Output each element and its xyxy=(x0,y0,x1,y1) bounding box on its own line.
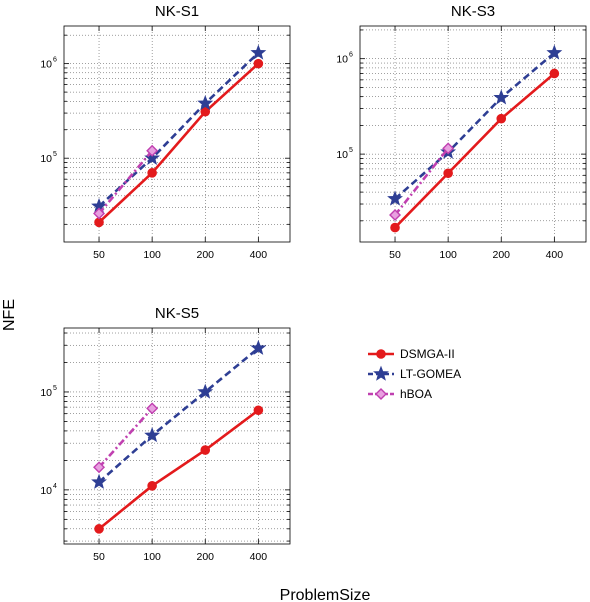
y-tick-label: 10 xyxy=(40,153,52,165)
y-tick-exponent: 6 xyxy=(53,57,57,64)
subplot-title: NK-S5 xyxy=(155,305,199,322)
data-point xyxy=(250,339,267,355)
grid-lines xyxy=(360,26,586,242)
x-tick-label: 100 xyxy=(143,249,161,261)
data-point xyxy=(387,190,403,206)
x-tick-label: 200 xyxy=(492,249,510,261)
x-tick-label: 400 xyxy=(546,249,564,261)
data-point xyxy=(549,68,560,79)
x-tick-label: 400 xyxy=(250,551,268,563)
series-dsmga-ii xyxy=(94,58,264,228)
legend-entry-hboa: hBOA xyxy=(368,387,432,401)
x-axis-label: ProblemSize xyxy=(280,587,371,602)
x-tick-label: 50 xyxy=(93,551,105,563)
legend-label: LT-GOMEA xyxy=(400,367,461,381)
legend-marker xyxy=(375,388,387,400)
series-line xyxy=(394,51,556,200)
series-lt-gomea xyxy=(91,339,267,489)
data-point xyxy=(147,168,157,178)
data-point xyxy=(146,144,159,157)
legend-marker xyxy=(376,349,386,359)
y-tick-label: 10 xyxy=(40,59,52,71)
y-tick-exponent: 6 xyxy=(349,52,353,59)
x-tick-label: 200 xyxy=(196,249,214,261)
subplot-title: NK-S3 xyxy=(451,3,495,20)
data-point xyxy=(493,89,510,105)
series-dsmga-ii xyxy=(390,68,560,233)
legend-marker xyxy=(373,365,389,381)
data-point xyxy=(253,58,264,69)
data-point xyxy=(197,383,214,399)
data-point xyxy=(389,209,402,222)
data-point xyxy=(146,402,159,415)
legend-label: DSMGA-II xyxy=(400,347,455,361)
data-point xyxy=(200,445,211,455)
series-hboa xyxy=(93,144,159,220)
plot-frame xyxy=(63,327,291,545)
y-tick-exponent: 5 xyxy=(53,151,57,158)
data-point xyxy=(197,95,214,111)
data-point xyxy=(390,222,400,233)
series-dsmga-ii xyxy=(94,405,264,534)
series-line xyxy=(98,407,154,469)
legend-entry-lt-gomea: LT-GOMEA xyxy=(368,365,461,381)
x-tick-label: 400 xyxy=(250,249,268,261)
data-point xyxy=(443,168,453,179)
series-lt-gomea xyxy=(387,44,563,206)
series-hboa xyxy=(389,142,455,222)
series-hboa xyxy=(93,402,159,474)
data-point xyxy=(496,113,507,124)
data-point xyxy=(144,427,161,443)
data-point xyxy=(93,207,106,220)
series-line xyxy=(98,62,260,224)
x-tick-label: 200 xyxy=(196,551,214,563)
series-line xyxy=(394,147,450,216)
series-line xyxy=(98,409,260,530)
data-point xyxy=(94,524,104,534)
y-axis-label: NFE xyxy=(1,299,18,331)
data-point xyxy=(442,142,455,155)
series-line xyxy=(98,347,260,484)
subplot-title: NK-S1 xyxy=(155,3,199,20)
y-tick-label: 10 xyxy=(336,149,348,161)
data-point xyxy=(144,149,161,165)
data-point xyxy=(250,44,267,60)
plot-frame xyxy=(359,25,587,243)
y-tick-exponent: 5 xyxy=(349,147,353,154)
y-tick-label: 10 xyxy=(336,54,348,66)
data-point xyxy=(546,44,563,60)
legend: DSMGA-II LT-GOMEA hBOA xyxy=(368,347,461,401)
y-tick-exponent: 4 xyxy=(53,483,57,490)
y-tick-label: 10 xyxy=(40,387,52,399)
data-point xyxy=(200,106,211,117)
y-tick-exponent: 5 xyxy=(53,385,57,392)
grid-lines xyxy=(64,328,290,544)
series-lt-gomea xyxy=(91,44,267,214)
data-point xyxy=(91,473,107,489)
series-line xyxy=(98,51,260,208)
x-tick-label: 100 xyxy=(143,551,161,563)
series-line xyxy=(394,72,556,229)
x-tick-label: 50 xyxy=(389,249,401,261)
data-point xyxy=(93,461,106,474)
series-line xyxy=(98,149,154,215)
data-point xyxy=(253,405,264,416)
x-tick-label: 50 xyxy=(93,249,105,261)
x-tick-label: 100 xyxy=(439,249,457,261)
plot-frame xyxy=(63,25,291,243)
legend-entry-dsmga-ii: DSMGA-II xyxy=(368,347,455,361)
legend-label: hBOA xyxy=(400,387,432,401)
y-tick-label: 10 xyxy=(40,485,52,497)
data-point xyxy=(147,481,157,491)
